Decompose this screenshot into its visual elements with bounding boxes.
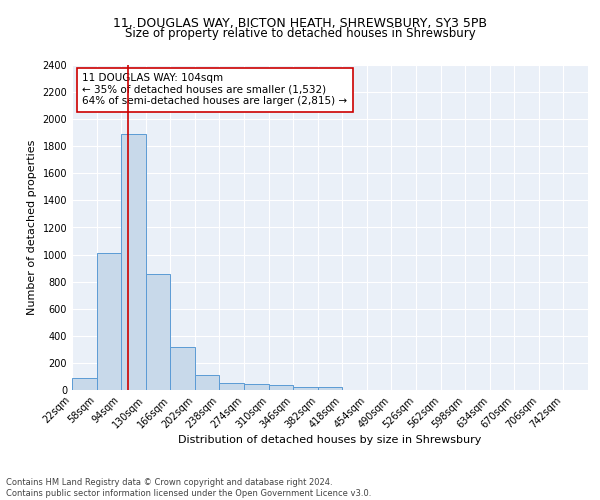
Bar	[220, 383, 244, 390]
Bar	[97, 253, 121, 390]
Bar	[293, 386, 318, 390]
Bar	[170, 346, 195, 390]
X-axis label: Distribution of detached houses by size in Shrewsbury: Distribution of detached houses by size …	[178, 436, 482, 446]
Text: Contains HM Land Registry data © Crown copyright and database right 2024.
Contai: Contains HM Land Registry data © Crown c…	[6, 478, 371, 498]
Bar	[146, 274, 170, 390]
Bar	[244, 384, 269, 390]
Text: 11 DOUGLAS WAY: 104sqm
← 35% of detached houses are smaller (1,532)
64% of semi-: 11 DOUGLAS WAY: 104sqm ← 35% of detached…	[82, 73, 347, 106]
Text: 11, DOUGLAS WAY, BICTON HEATH, SHREWSBURY, SY3 5PB: 11, DOUGLAS WAY, BICTON HEATH, SHREWSBUR…	[113, 18, 487, 30]
Text: Size of property relative to detached houses in Shrewsbury: Size of property relative to detached ho…	[125, 28, 475, 40]
Bar	[269, 386, 293, 390]
Bar	[121, 134, 146, 390]
Bar	[195, 375, 220, 390]
Bar	[72, 378, 97, 390]
Y-axis label: Number of detached properties: Number of detached properties	[27, 140, 37, 315]
Bar	[318, 386, 342, 390]
